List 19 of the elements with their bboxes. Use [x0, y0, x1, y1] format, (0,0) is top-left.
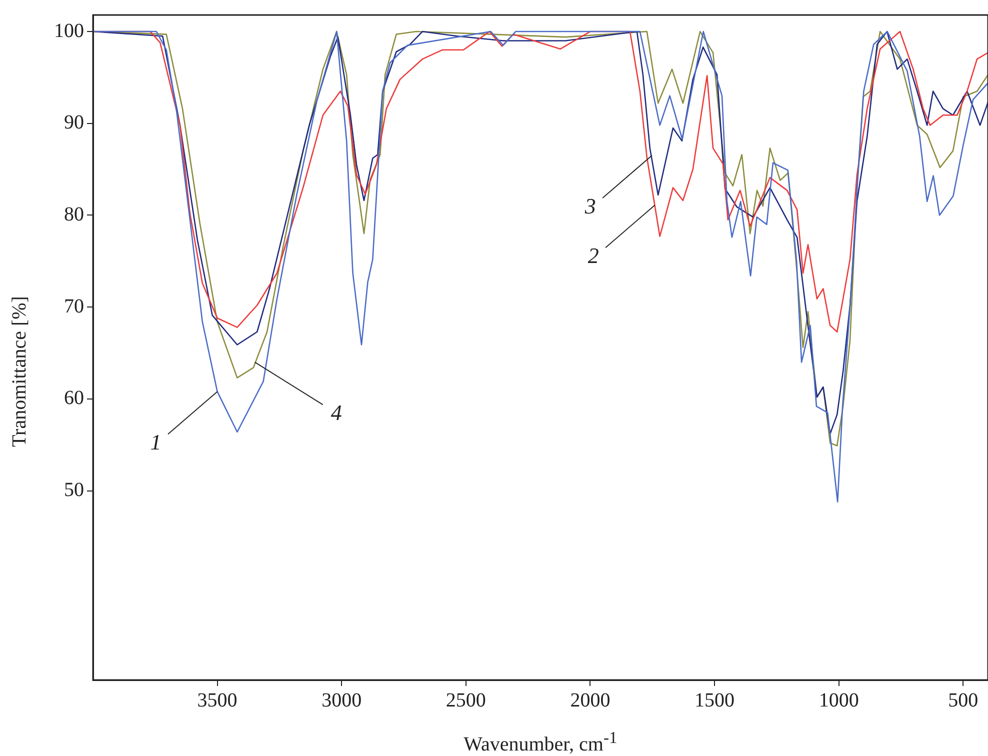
x-tick-label: 500 [948, 689, 978, 712]
y-tick-label: 70 [64, 295, 84, 318]
x-tick-label: 3500 [197, 689, 238, 712]
x-tick-label: 1500 [694, 689, 735, 712]
annotation: 4 [330, 400, 342, 425]
y-tick-label: 60 [64, 387, 84, 410]
annotation: 3 [584, 193, 596, 218]
annotation: 2 [588, 242, 599, 268]
x-tick-label: 2000 [570, 689, 610, 712]
y-tick-label: 100 [54, 20, 84, 42]
y-tick-label: 50 [64, 479, 84, 502]
y-axis-title: Tranomittance [%] [8, 295, 32, 449]
y-tick-label: 90 [64, 112, 84, 134]
y-tick-label: 80 [64, 203, 84, 226]
x-tick-label: 1000 [818, 689, 859, 712]
annotation: 1 [150, 429, 162, 454]
x-tick-label: 2500 [446, 689, 486, 712]
x-axis-title: Wavenumber, cm$^{-1}$ [462, 728, 618, 756]
x-tick-label: 3000 [322, 689, 362, 712]
